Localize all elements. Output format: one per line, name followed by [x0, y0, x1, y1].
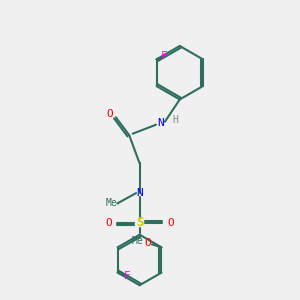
Text: H: H: [172, 115, 178, 125]
Text: N: N: [157, 118, 164, 128]
Text: Me: Me: [106, 199, 117, 208]
Text: Me: Me: [131, 236, 143, 246]
Text: S: S: [136, 216, 143, 229]
Text: O: O: [106, 109, 113, 119]
Text: O: O: [145, 238, 152, 248]
Text: F: F: [123, 271, 130, 281]
Text: F: F: [160, 51, 167, 62]
Text: O: O: [105, 218, 112, 228]
Text: O: O: [167, 218, 174, 228]
Text: N: N: [136, 188, 143, 198]
